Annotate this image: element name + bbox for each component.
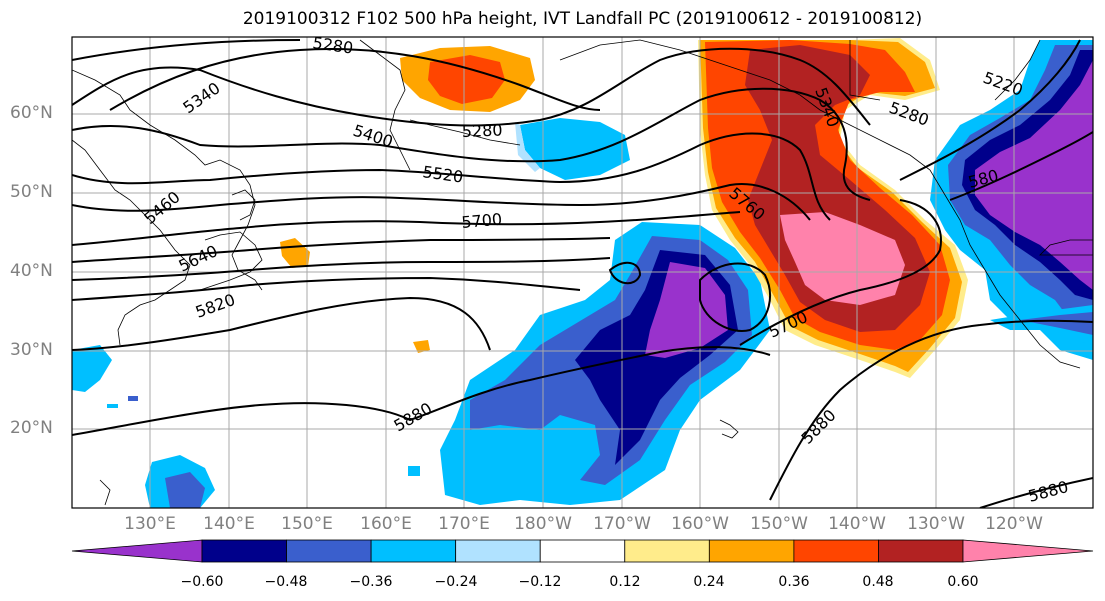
colorbar-segment	[286, 539, 372, 563]
ivt-negative-region-west	[72, 305, 1093, 508]
map-title: 2019100312 F102 500 hPa height, IVT Land…	[242, 9, 923, 29]
colorbar-segment	[455, 539, 541, 563]
lat-label-40n: 40°N	[10, 261, 53, 281]
colorbar-tick-label: −0.24	[434, 574, 478, 590]
lon-label-140w: 140°W	[828, 514, 886, 534]
lat-label-50n: 50°N	[10, 182, 53, 202]
colorbar	[71, 539, 1094, 563]
colorbar-segment	[878, 539, 964, 563]
ivt-positive-region-okhotsk	[400, 46, 535, 112]
lon-label-130e: 130°E	[124, 514, 176, 534]
ivt-negative-region-northeast	[930, 40, 1093, 360]
map-frame	[71, 36, 1094, 509]
ivt-negative-region-north	[515, 118, 630, 180]
lat-label-60n: 60°N	[10, 103, 53, 123]
colorbar-tick-label: 0.60	[947, 574, 979, 590]
colorbar-extend-high	[962, 539, 1094, 563]
colorbar-tick-label: 0.48	[862, 574, 894, 590]
contour-label: 5280	[461, 121, 502, 141]
colorbar-tick-label: −0.60	[180, 574, 224, 590]
colorbar-tick-label: 0.36	[778, 574, 810, 590]
colorbar-segment	[624, 539, 710, 563]
lon-label-150w: 150°W	[750, 514, 808, 534]
colorbar-tick-label: −0.48	[264, 574, 308, 590]
colorbar-tick-label: −0.36	[349, 574, 393, 590]
lon-label-170w: 170°W	[593, 514, 651, 534]
colorbar-segment	[201, 539, 287, 563]
lon-label-120w: 120°W	[985, 514, 1043, 534]
lon-label-180w: 180°W	[514, 514, 572, 534]
coastlines	[72, 39, 1093, 506]
lon-label-160e: 160°E	[360, 514, 412, 534]
colorbar-segment	[370, 539, 457, 563]
colorbar-segment	[708, 539, 795, 563]
colorbar-tick-label: 0.12	[609, 574, 641, 590]
colorbar-segment	[539, 539, 626, 563]
contour-label: 5280	[311, 33, 354, 57]
lon-label-130w: 130°W	[907, 514, 965, 534]
lon-label-170e: 170°E	[438, 514, 490, 534]
lat-label-20n: 20°N	[10, 418, 53, 438]
colorbar-segment	[793, 539, 879, 563]
colorbar-extend-low	[71, 539, 203, 563]
lon-label-150e: 150°E	[281, 514, 333, 534]
colorbar-tick-label: 0.24	[693, 574, 725, 590]
height-contours	[72, 39, 1093, 508]
lon-label-140e: 140°E	[203, 514, 255, 534]
lat-label-30n: 30°N	[10, 340, 53, 360]
lon-label-160w: 160°W	[671, 514, 729, 534]
contour-label: 5700	[461, 210, 503, 232]
colorbar-tick-label: −0.12	[518, 574, 562, 590]
